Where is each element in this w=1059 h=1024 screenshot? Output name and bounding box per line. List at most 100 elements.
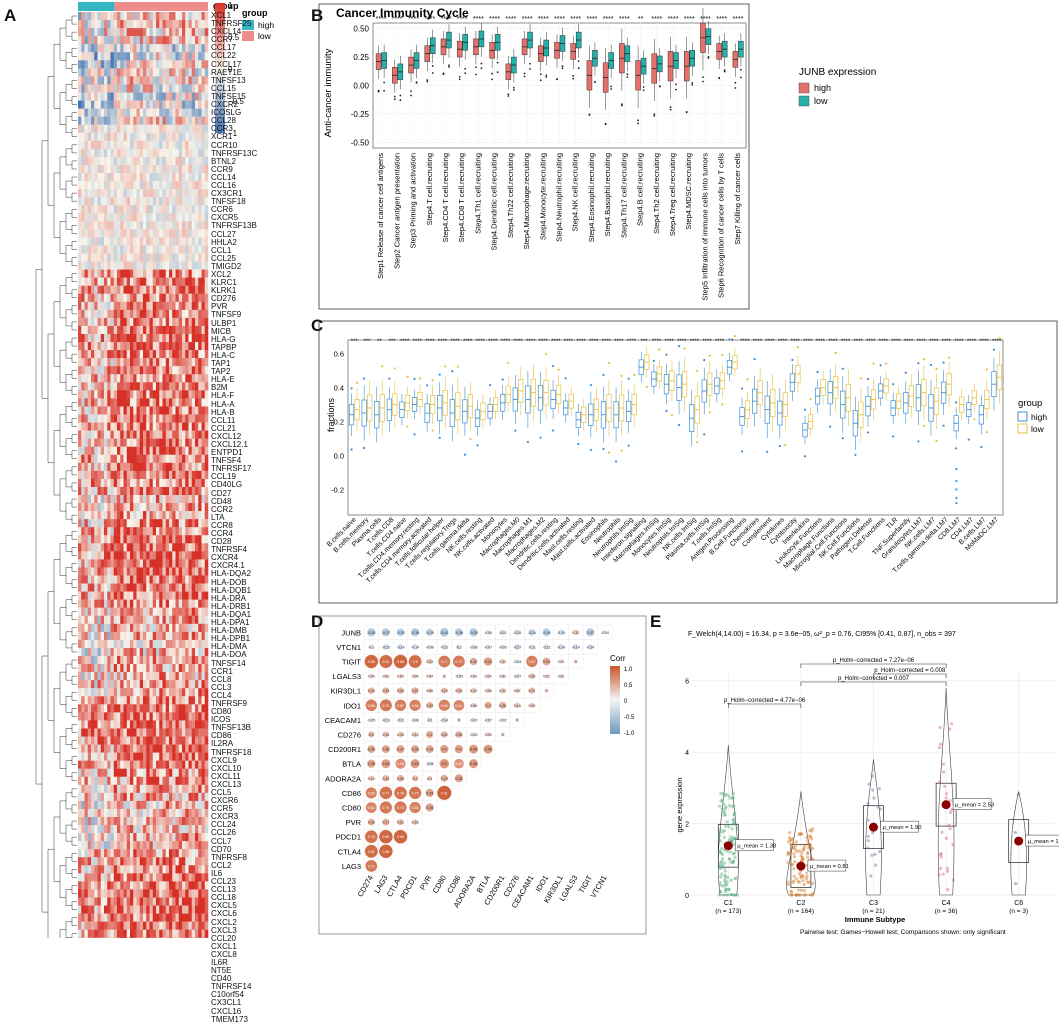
heatmap-cell [107, 898, 111, 906]
heatmap-cell [85, 20, 89, 28]
heatmap-cell [88, 576, 92, 584]
heatmap-cell [94, 117, 98, 125]
heatmap-cell [185, 648, 189, 656]
heatmap-cell [185, 551, 189, 559]
heatmap-cell [81, 873, 85, 881]
heatmap-cell [104, 592, 108, 600]
heatmap-cell [133, 52, 137, 60]
heatmap-cell [172, 600, 176, 608]
heatmap-cell [159, 753, 163, 761]
heatmap-cell [185, 632, 189, 640]
heatmap-cell [169, 640, 173, 648]
heatmap-cell [94, 237, 98, 245]
dendrogram-branch [54, 302, 60, 366]
heatmap-cell [114, 753, 118, 761]
heatmap-cell [176, 84, 180, 92]
heatmap-cell [98, 898, 102, 906]
heatmap-cell [104, 68, 108, 76]
heatmap-cell [143, 898, 147, 906]
heatmap-cell [163, 680, 167, 688]
heatmap-cell [150, 12, 154, 20]
heatmap-cell [205, 809, 209, 817]
heatmap-cell [195, 350, 199, 358]
heatmap-cell [85, 181, 89, 189]
heatmap-cell [98, 592, 102, 600]
heatmap-cell [205, 567, 209, 575]
heatmap-cell [117, 857, 121, 865]
heatmap-cell [202, 109, 206, 117]
heatmap-cell [127, 785, 131, 793]
heatmap-cell [117, 672, 121, 680]
heatmap-cell [202, 342, 206, 350]
heatmap-cell [189, 519, 193, 527]
heatmap-cell [94, 648, 98, 656]
heatmap-cell [176, 495, 180, 503]
heatmap-cell [163, 149, 167, 157]
heatmap-cell [114, 559, 118, 567]
heatmap-cell [205, 197, 209, 205]
heatmap-cell [205, 817, 209, 825]
heatmap-cell [78, 817, 82, 825]
heatmap-cell [156, 36, 160, 44]
heatmap-cell [176, 479, 180, 487]
heatmap-cell [185, 205, 189, 213]
heatmap-cell [143, 777, 147, 785]
heatmap-cell [156, 640, 160, 648]
heatmap-cell [85, 52, 89, 60]
heatmap-cell [107, 728, 111, 736]
heatmap-cell [202, 382, 206, 390]
heatmap-cell [117, 254, 121, 262]
heatmap-cell [130, 688, 134, 696]
heatmap-cell [202, 503, 206, 511]
heatmap-cell [107, 133, 111, 141]
heatmap-cell [111, 616, 115, 624]
heatmap-cell [140, 503, 144, 511]
heatmap-cell [182, 310, 186, 318]
heatmap-cell [111, 205, 115, 213]
heatmap-cell [182, 720, 186, 728]
heatmap-cell [202, 76, 206, 84]
heatmap-cell [127, 793, 131, 801]
heatmap-cell [163, 165, 167, 173]
heatmap-cell [176, 390, 180, 398]
heatmap-cell [185, 366, 189, 374]
heatmap-cell [98, 745, 102, 753]
heatmap-cell [88, 463, 92, 471]
heatmap-cell [166, 157, 170, 165]
heatmap-cell [179, 616, 183, 624]
heatmap-cell [169, 358, 173, 366]
heatmap-cell [169, 680, 173, 688]
heatmap-cell [182, 761, 186, 769]
heatmap-cell [185, 664, 189, 672]
heatmap-cell [91, 487, 95, 495]
heatmap-cell [140, 76, 144, 84]
heatmap-cell [198, 342, 202, 350]
heatmap-cell [98, 914, 102, 922]
heatmap-cell [153, 922, 157, 930]
heatmap-cell [156, 463, 160, 471]
heatmap-cell [150, 350, 154, 358]
heatmap-cell [85, 745, 89, 753]
heatmap-cell [114, 68, 118, 76]
heatmap-cell [172, 608, 176, 616]
heatmap-cell [150, 487, 154, 495]
heatmap-cell [156, 165, 160, 173]
heatmap-cell [114, 60, 118, 68]
heatmap-cell [198, 640, 202, 648]
heatmap-cell [120, 390, 124, 398]
heatmap-cell [195, 648, 199, 656]
heatmap-cell [140, 149, 144, 157]
heatmap-cell [124, 672, 128, 680]
heatmap-cell [124, 906, 128, 914]
heatmap-cell [117, 922, 121, 930]
heatmap-cell [94, 745, 98, 753]
heatmap-cell [124, 728, 128, 736]
heatmap-cell [198, 173, 202, 181]
heatmap-cell [163, 455, 167, 463]
heatmap-cell [124, 624, 128, 632]
heatmap-cell [88, 455, 92, 463]
heatmap-cell [192, 817, 196, 825]
heatmap-cell [202, 825, 206, 833]
heatmap-cell [137, 221, 141, 229]
heatmap-cell [104, 841, 108, 849]
